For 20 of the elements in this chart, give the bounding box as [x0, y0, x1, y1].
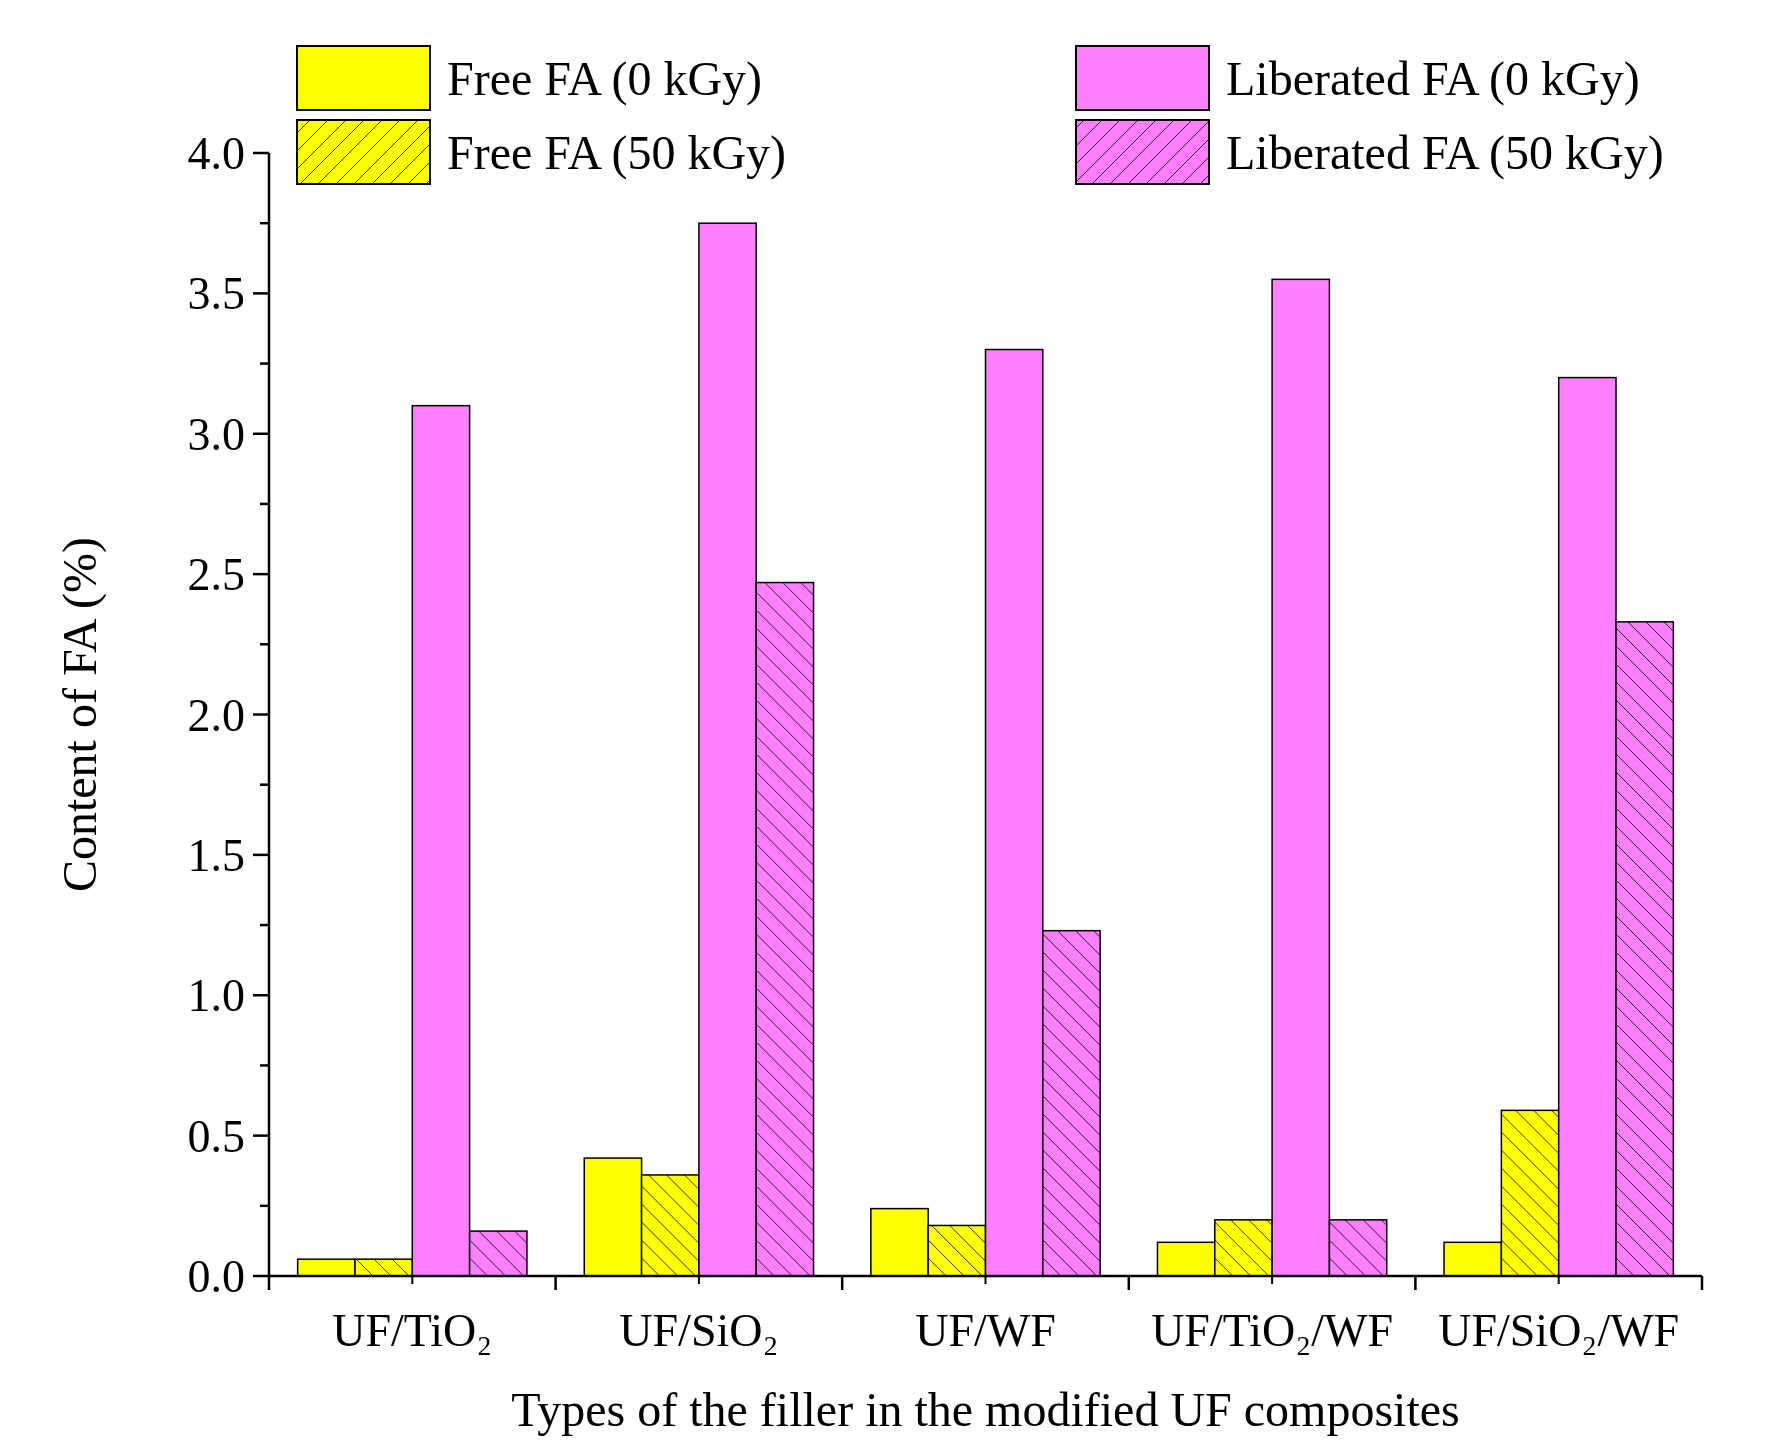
y-axis-title: Content of FA (%): [53, 536, 107, 893]
y-tick-label: 1.0: [187, 970, 245, 1022]
legend-label: Free FA (50 kGy): [447, 125, 787, 180]
x-tick-label: UF/TiO₂: [332, 1305, 493, 1356]
legend-label: Liberated FA (50 kGy): [1226, 125, 1664, 180]
legend-label: Liberated FA (0 kGy): [1226, 51, 1640, 106]
y-tick-label: 3.5: [187, 268, 245, 320]
x-axis-title: Types of the filler in the modified UF composites: [511, 1383, 1460, 1436]
x-tick-label: UF/SiO₂: [619, 1305, 779, 1356]
y-tick-label: 2.0: [187, 689, 245, 741]
y-tick-label: 1.5: [187, 829, 245, 881]
legend-label: Free FA (0 kGy): [447, 51, 763, 106]
y-tick-label: 0.0: [187, 1251, 245, 1303]
y-tick-label: 0.5: [187, 1110, 245, 1162]
y-tick-label: 4.0: [187, 128, 245, 180]
x-tick-label: UF/TiO₂/WF: [1151, 1305, 1394, 1356]
y-tick-label: 3.0: [187, 408, 245, 460]
x-tick-label: UF/WF: [915, 1305, 1056, 1356]
y-tick-label: 2.5: [187, 549, 245, 601]
x-tick-label: UF/SiO₂/WF: [1438, 1305, 1680, 1356]
